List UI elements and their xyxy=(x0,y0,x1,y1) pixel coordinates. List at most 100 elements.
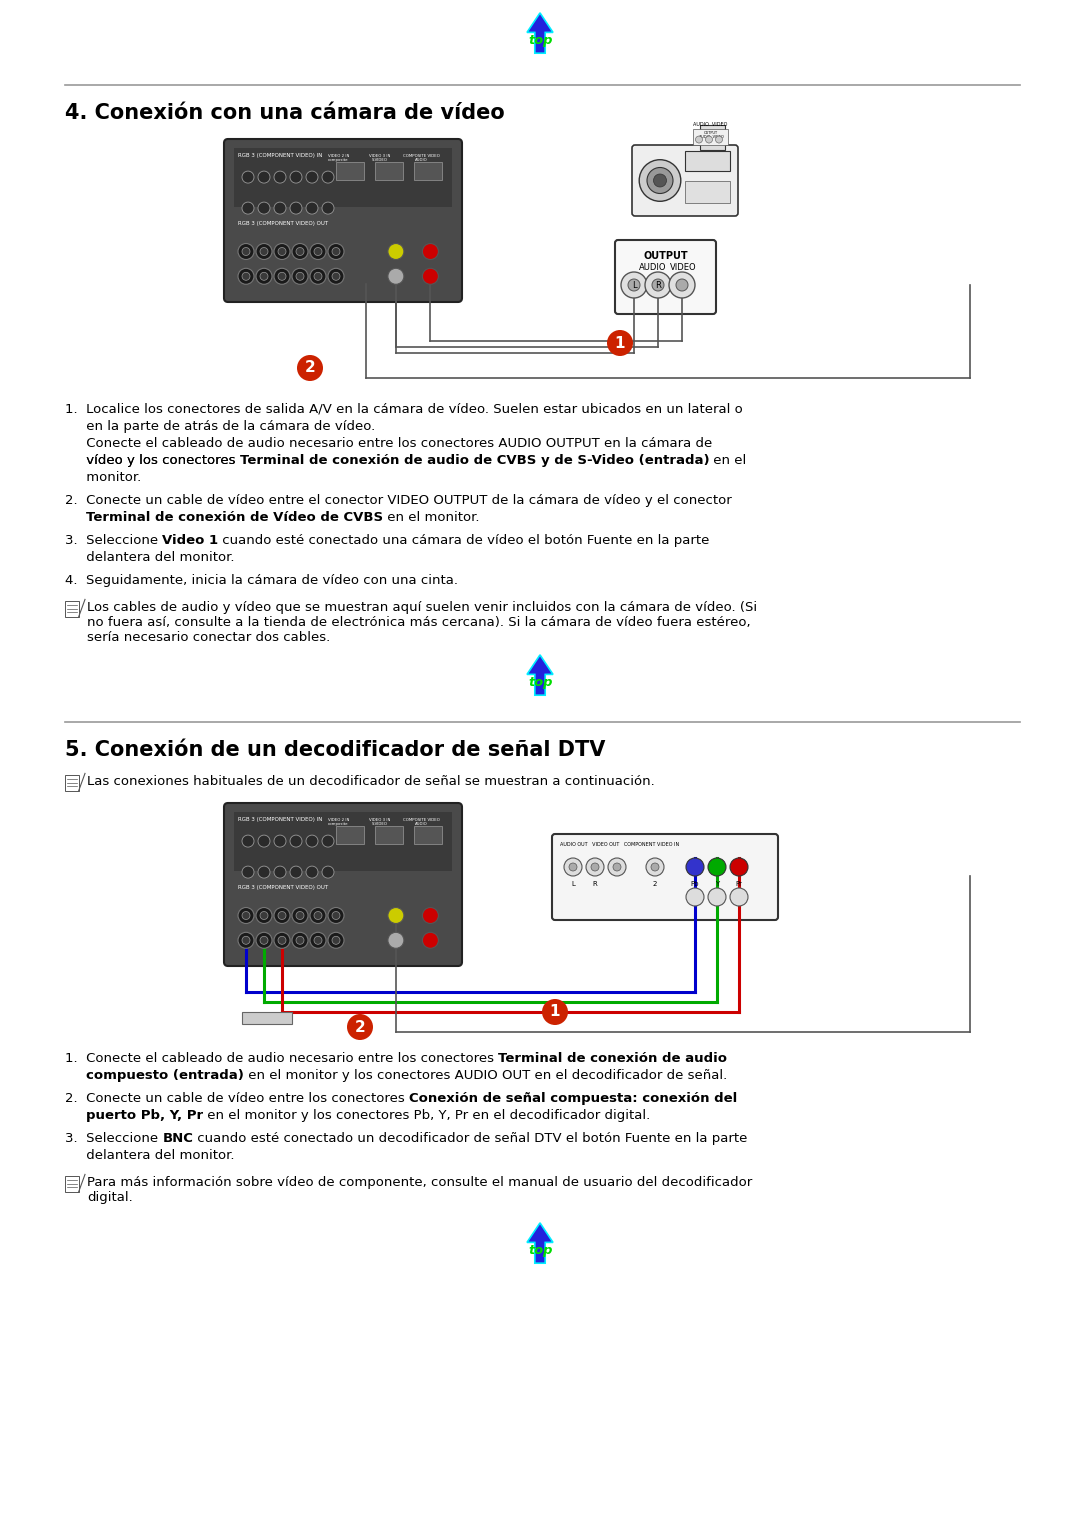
Text: 2.  Conecte un cable de vídeo entre los conectores: 2. Conecte un cable de vídeo entre los c… xyxy=(65,1093,409,1105)
Text: COMPOSITE VIDEO
AUDIO: COMPOSITE VIDEO AUDIO xyxy=(403,817,440,827)
Text: OUTPUT
AUDIO  VIDEO: OUTPUT AUDIO VIDEO xyxy=(699,130,724,139)
Text: Para más información sobre vídeo de componente, consulte el manual de usuario de: Para más información sobre vídeo de comp… xyxy=(87,1177,753,1204)
Circle shape xyxy=(274,866,286,879)
Circle shape xyxy=(708,859,726,876)
Text: Terminal de conexión de audio: Terminal de conexión de audio xyxy=(498,1051,727,1065)
Text: en el monitor.: en el monitor. xyxy=(383,510,480,524)
Circle shape xyxy=(328,243,345,260)
Circle shape xyxy=(238,932,254,949)
Circle shape xyxy=(258,171,270,183)
Circle shape xyxy=(242,202,254,214)
Bar xyxy=(336,162,364,180)
Text: Video 1: Video 1 xyxy=(162,533,218,547)
Text: cuando esté conectado una cámara de vídeo el botón Fuente en la parte: cuando esté conectado una cámara de víde… xyxy=(218,533,710,547)
Circle shape xyxy=(564,859,582,876)
Circle shape xyxy=(322,836,334,847)
Circle shape xyxy=(274,202,286,214)
Circle shape xyxy=(274,171,286,183)
Bar xyxy=(415,825,442,843)
Circle shape xyxy=(256,269,272,284)
Circle shape xyxy=(686,888,704,906)
Polygon shape xyxy=(527,12,553,53)
Circle shape xyxy=(306,866,318,879)
Text: 1: 1 xyxy=(615,336,625,350)
Bar xyxy=(336,825,364,843)
Bar xyxy=(65,775,80,792)
Circle shape xyxy=(291,836,302,847)
Text: Los cables de audio y vídeo que se muestran aquí suelen venir incluidos con la c: Los cables de audio y vídeo que se muest… xyxy=(87,601,757,643)
Text: Terminal de conexión de Vídeo de CVBS: Terminal de conexión de Vídeo de CVBS xyxy=(86,510,383,524)
Circle shape xyxy=(322,202,334,214)
Text: 4. Conexión con una cámara de vídeo: 4. Conexión con una cámara de vídeo xyxy=(65,102,504,122)
Circle shape xyxy=(332,272,340,280)
Circle shape xyxy=(242,866,254,879)
Text: delantera del monitor.: delantera del monitor. xyxy=(65,552,234,564)
Bar xyxy=(685,151,730,171)
Circle shape xyxy=(388,243,404,260)
Text: 2: 2 xyxy=(652,882,658,886)
FancyBboxPatch shape xyxy=(615,240,716,313)
Circle shape xyxy=(258,866,270,879)
Bar xyxy=(700,125,725,150)
Circle shape xyxy=(422,932,438,949)
Text: Terminal de conexión de audio de CVBS y de S-Video (entrada): Terminal de conexión de audio de CVBS y … xyxy=(240,454,710,468)
Circle shape xyxy=(296,272,303,280)
Bar xyxy=(65,1177,80,1192)
Text: delantera del monitor.: delantera del monitor. xyxy=(65,1149,234,1161)
Bar xyxy=(234,811,453,871)
FancyBboxPatch shape xyxy=(224,804,462,966)
Text: puerto Pb, Y, Pr: puerto Pb, Y, Pr xyxy=(86,1109,203,1122)
Text: 4.  Seguidamente, inicia la cámara de vídeo con una cinta.: 4. Seguidamente, inicia la cámara de víd… xyxy=(65,575,458,587)
Circle shape xyxy=(242,937,249,944)
Circle shape xyxy=(422,908,438,923)
Text: BNC: BNC xyxy=(162,1132,193,1144)
FancyBboxPatch shape xyxy=(552,834,778,920)
Text: R: R xyxy=(656,281,661,289)
Circle shape xyxy=(296,912,303,920)
Circle shape xyxy=(256,908,272,923)
Circle shape xyxy=(278,248,286,255)
Text: top: top xyxy=(528,677,553,689)
Text: monitor.: monitor. xyxy=(65,471,141,484)
Circle shape xyxy=(260,912,268,920)
Text: en el monitor y los conectores AUDIO OUT en el decodificador de señal.: en el monitor y los conectores AUDIO OUT… xyxy=(244,1070,727,1082)
Circle shape xyxy=(256,243,272,260)
Circle shape xyxy=(686,859,704,876)
Polygon shape xyxy=(527,656,553,695)
Circle shape xyxy=(260,272,268,280)
Circle shape xyxy=(297,354,323,380)
Circle shape xyxy=(586,859,604,876)
Text: Pr: Pr xyxy=(735,882,742,886)
Text: RGB 3 (COMPONENT VIDEO) OUT: RGB 3 (COMPONENT VIDEO) OUT xyxy=(238,885,328,889)
Text: en el: en el xyxy=(710,454,746,468)
Bar xyxy=(65,601,80,617)
Text: AUDIO OUT   VIDEO OUT   COMPONENT VIDEO IN: AUDIO OUT VIDEO OUT COMPONENT VIDEO IN xyxy=(561,842,679,847)
Text: top: top xyxy=(528,1244,553,1258)
Circle shape xyxy=(332,937,340,944)
Bar xyxy=(685,180,730,203)
Text: 2: 2 xyxy=(305,361,315,376)
Circle shape xyxy=(292,269,308,284)
Bar xyxy=(415,162,442,180)
Circle shape xyxy=(238,243,254,260)
Circle shape xyxy=(314,912,322,920)
Text: L: L xyxy=(571,882,575,886)
Text: 1.  Conecte el cableado de audio necesario entre los conectores: 1. Conecte el cableado de audio necesari… xyxy=(65,1051,498,1065)
Bar xyxy=(693,128,728,145)
Circle shape xyxy=(291,171,302,183)
Text: 1: 1 xyxy=(550,1004,561,1019)
Text: Pb: Pb xyxy=(691,882,699,886)
Circle shape xyxy=(613,863,621,871)
Circle shape xyxy=(730,888,748,906)
Circle shape xyxy=(296,248,303,255)
Circle shape xyxy=(328,269,345,284)
Text: 3.  Seleccione: 3. Seleccione xyxy=(65,1132,162,1144)
Circle shape xyxy=(388,932,404,949)
Circle shape xyxy=(310,932,326,949)
Text: Las conexiones habituales de un decodificador de señal se muestran a continuació: Las conexiones habituales de un decodifi… xyxy=(87,775,654,788)
Circle shape xyxy=(314,937,322,944)
Text: cuando esté conectado un decodificador de señal DTV el botón Fuente en la parte: cuando esté conectado un decodificador d… xyxy=(193,1132,747,1144)
Text: vídeo y los conectores: vídeo y los conectores xyxy=(65,454,240,468)
Circle shape xyxy=(653,174,666,186)
Circle shape xyxy=(314,272,322,280)
